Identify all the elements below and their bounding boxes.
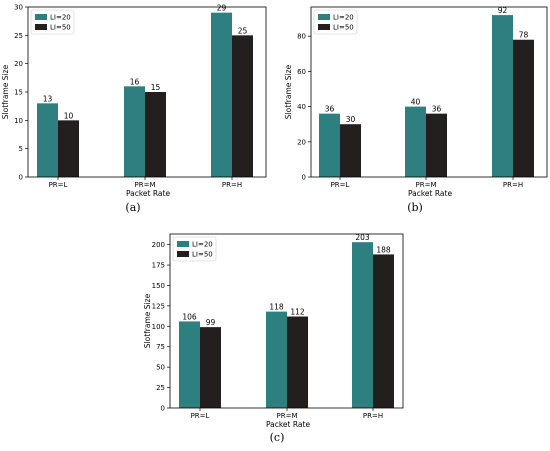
y-tick-label: 150 [152,282,165,290]
legend-swatch [35,24,47,30]
data-label: 13 [43,94,53,103]
bar [426,113,447,177]
legend-swatch [177,241,189,247]
bar [319,113,340,177]
data-label: 106 [182,312,197,321]
x-tick-label: PR=M [277,412,298,420]
bar [200,327,221,408]
legend-label: LI=50 [192,251,213,259]
y-tick-label: 0 [302,174,306,182]
legend-label: LI=20 [192,241,213,249]
plot-frame [310,6,548,178]
legend-swatch [318,24,330,30]
bar [492,15,513,177]
x-tick-label: PR=H [363,412,383,420]
x-tick-label: PR=H [222,181,242,189]
bar [287,316,308,408]
bar [352,242,373,408]
legend-label: LI=20 [333,14,354,22]
y-tick-label: 25 [14,32,23,40]
legend: LI=20 LI=50 [172,236,217,262]
y-tick-label: 100 [152,323,165,331]
data-label: 15 [151,83,161,92]
y-tick-label: 5 [19,145,23,153]
data-label: 99 [206,318,216,327]
y-tick-label: 200 [152,241,165,249]
legend: LI=20 LI=50 [313,9,358,35]
x-axis-label: Packet Rate [126,189,171,198]
bar [58,120,79,177]
y-axis-label: Slotframe Size [143,293,152,348]
bar [145,92,166,177]
data-label: 36 [325,105,335,114]
data-label: 10 [64,111,74,120]
figure-caption: (a) [125,201,140,214]
bar [124,86,145,177]
y-tick-label: 0 [161,405,165,413]
bar [513,39,534,178]
y-tick-label: 80 [297,33,306,41]
legend-swatch [318,14,330,20]
bar [405,106,426,177]
data-label: 16 [130,77,140,86]
y-tick-label: 20 [14,60,23,68]
data-label: 112 [290,308,305,317]
x-axis-label: Packet Rate [408,189,453,198]
y-tick-label: 50 [156,364,165,372]
bar [266,311,287,408]
chart-panel-2: 36 40 92 30 36 78 0 20 40 60 80 PR=L PR=M PR=H Packet … [284,6,548,198]
y-axis-label: Slotframe Size [284,64,293,119]
bar [232,35,253,178]
bar [340,124,361,177]
bar [179,321,200,408]
y-tick-label: 15 [14,89,23,97]
y-tick-label: 40 [297,103,306,111]
bar [211,12,232,177]
data-label: 29 [217,4,227,13]
bar [37,103,58,177]
data-label: 30 [346,115,356,124]
data-label: 36 [432,105,442,114]
legend-label: LI=50 [333,24,354,32]
data-label: 203 [355,233,370,242]
data-label: 78 [519,31,529,40]
y-axis-label: Slotframe Size [1,64,10,119]
y-tick-label: 125 [152,302,165,310]
data-label: 188 [376,245,391,254]
y-tick-label: 175 [152,262,165,270]
legend-label: LI=20 [50,14,71,22]
x-tick-label: PR=L [331,181,350,189]
y-tick-label: 20 [297,138,306,146]
y-tick-label: 25 [156,384,165,392]
x-axis-label: Packet Rate [266,420,311,429]
x-tick-label: PR=M [135,181,156,189]
chart-panel-1: 13 16 29 10 15 25 0 5 10 15 20 25 30 PR=L PR=M PR=H Pack… [1,4,267,198]
plot-frame [169,233,404,409]
x-tick-label: PR=H [503,181,523,189]
data-label: 118 [269,303,284,312]
legend-label: LI=50 [50,24,71,32]
legend: LI=20 LI=50 [30,9,75,35]
x-tick-label: PR=M [416,181,437,189]
chart-panel-3: 106 118 203 99 112 188 0 25 50 75 100 125 150 175 200 P… [143,233,404,429]
legend-swatch [177,251,189,257]
legend-swatch [35,14,47,20]
data-label: 92 [498,6,508,15]
bar [373,254,394,408]
data-label: 25 [238,26,248,35]
y-tick-label: 75 [156,343,165,351]
figure-caption: (c) [270,431,285,444]
data-label: 40 [411,98,421,107]
figure-caption: (b) [407,201,423,214]
x-tick-label: PR=L [49,181,68,189]
y-tick-label: 60 [297,68,306,76]
y-tick-label: 10 [14,117,23,125]
x-tick-label: PR=L [191,412,210,420]
y-tick-label: 30 [14,4,23,12]
y-tick-label: 0 [19,174,23,182]
